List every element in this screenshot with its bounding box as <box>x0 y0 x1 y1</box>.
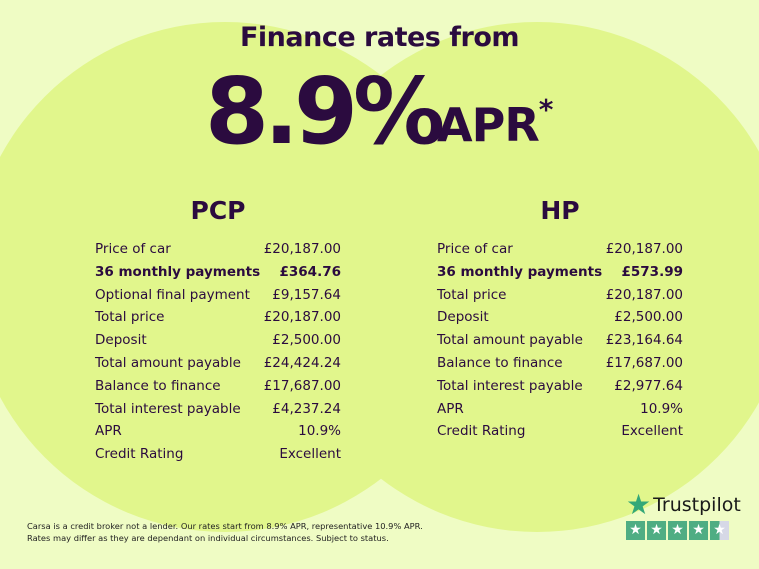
table-row: Balance to finance £17,687.00 <box>95 375 341 398</box>
row-value: £573.99 <box>621 263 684 280</box>
rating-star-icon: ★ <box>626 521 645 540</box>
table-row: Credit Rating Excellent <box>95 443 341 466</box>
row-label: Total amount payable <box>95 354 241 371</box>
hp-table: HP Price of car £20,187.00 36 monthly paym… <box>437 196 683 443</box>
table-row: 36 monthly payments £573.99 <box>437 261 683 284</box>
row-label: Total amount payable <box>437 332 583 349</box>
disclaimer-line-2: Rates may differ as they are dependant o… <box>27 533 389 543</box>
row-value: Excellent <box>621 423 683 440</box>
row-value: £23,164.64 <box>605 332 683 349</box>
row-label: Credit Rating <box>437 423 526 440</box>
star-icon: ★ <box>626 488 652 521</box>
row-value: 10.9% <box>640 400 683 417</box>
row-value: £9,157.64 <box>272 286 341 303</box>
row-value: Excellent <box>279 446 341 463</box>
row-label: Deposit <box>437 309 489 326</box>
headline: Finance rates from <box>239 22 520 53</box>
table-row: Total amount payable £23,164.64 <box>437 329 683 352</box>
row-value: £17,687.00 <box>605 354 683 371</box>
table-row: Total amount payable £24,424.24 <box>95 352 341 375</box>
table-row: Total price £20,187.00 <box>437 284 683 307</box>
table-row: Optional final payment £9,157.64 <box>95 284 341 307</box>
row-label: 36 monthly payments <box>437 263 603 280</box>
row-value: £17,687.00 <box>263 377 341 394</box>
row-label: Total interest payable <box>437 377 583 394</box>
row-value: £2,500.00 <box>614 309 683 326</box>
headline-apr: APR* <box>437 93 553 152</box>
rating-star-icon: ★ <box>689 521 708 540</box>
row-label: Total interest payable <box>95 400 241 417</box>
trustpilot-badge[interactable]: ★ Trustpilot ★ ★ ★ ★ ★ <box>626 488 741 540</box>
table-row: Credit Rating Excellent <box>437 420 683 443</box>
row-value: £20,187.00 <box>263 241 341 257</box>
table-row: 36 monthly payments £364.76 <box>95 261 341 284</box>
row-value: 10.9% <box>298 423 341 440</box>
apr-label: APR <box>437 98 540 152</box>
row-label: Optional final payment <box>95 286 250 303</box>
row-value: £20,187.00 <box>605 286 683 303</box>
table-row: Deposit £2,500.00 <box>95 329 341 352</box>
table-row: Balance to finance £17,687.00 <box>437 352 683 375</box>
row-value: £2,977.64 <box>614 377 683 394</box>
pcp-table: PCP Price of car £20,187.00 36 monthly pay… <box>95 196 341 466</box>
row-label: Total price <box>437 286 507 303</box>
row-label: Total price <box>95 309 165 326</box>
table-row: Total interest payable £2,977.64 <box>437 375 683 398</box>
row-value: £20,187.00 <box>263 309 341 326</box>
table-row: Total interest payable £4,237.24 <box>95 398 341 421</box>
table-row: Deposit £2,500.00 <box>437 306 683 329</box>
row-value: £4,237.24 <box>272 400 341 417</box>
table-row: Price of car £20,187.00 <box>95 238 341 261</box>
row-label: Balance to finance <box>95 377 221 394</box>
row-label: 36 monthly payments <box>95 263 261 280</box>
row-label: APR <box>95 423 122 440</box>
pcp-title: PCP <box>190 196 246 225</box>
table-row: Total price £20,187.00 <box>95 306 341 329</box>
row-label: Deposit <box>95 332 147 349</box>
table-row: Price of car £20,187.00 <box>437 238 683 261</box>
row-label: APR <box>437 400 464 417</box>
rating-star-icon: ★ <box>647 521 666 540</box>
row-value: £2,500.00 <box>272 332 341 349</box>
table-row: APR 10.9% <box>437 398 683 421</box>
row-value: £20,187.00 <box>605 241 683 257</box>
row-value: £364.76 <box>279 263 342 280</box>
row-value: £24,424.24 <box>263 354 341 371</box>
asterisk: * <box>538 92 554 126</box>
row-label: Price of car <box>437 241 513 257</box>
rating-star-icon: ★ <box>668 521 687 540</box>
rating-star-icon: ★ <box>710 521 729 540</box>
disclaimer: Carsa is a credit broker not a lender. O… <box>27 520 423 544</box>
table-row: APR 10.9% <box>95 420 341 443</box>
trustpilot-name: Trustpilot <box>653 494 741 516</box>
row-label: Price of car <box>95 241 171 257</box>
row-label: Credit Rating <box>95 446 184 463</box>
disclaimer-line-1: Carsa is a credit broker not a lender. O… <box>27 521 423 531</box>
trustpilot-rating: ★ ★ ★ ★ ★ <box>626 521 741 540</box>
headline-rate: 8.9% <box>205 58 445 165</box>
row-label: Balance to finance <box>437 354 563 371</box>
decorative-circle-right <box>282 22 759 532</box>
hp-title: HP <box>540 196 580 225</box>
